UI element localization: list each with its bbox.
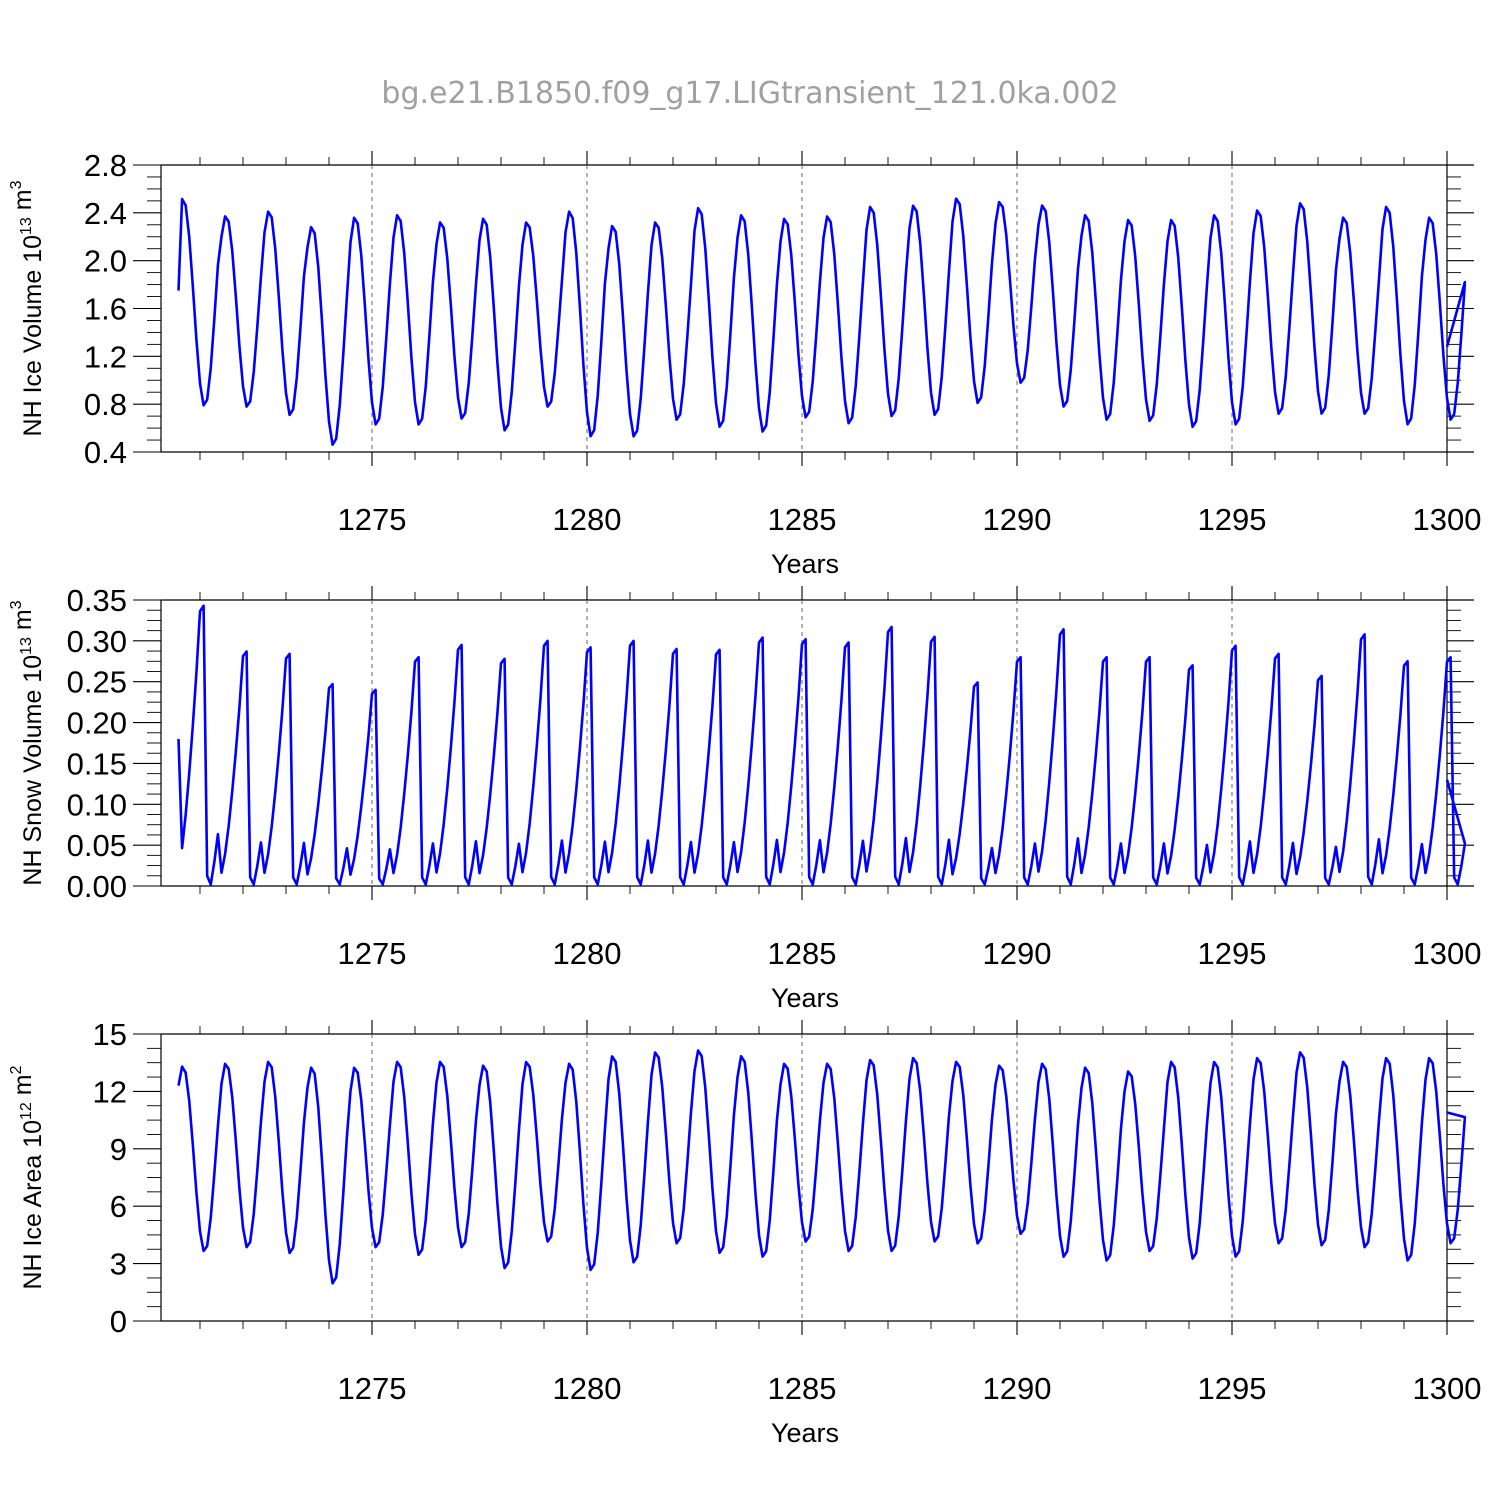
x-tick-label: 1295 [1198,502,1267,537]
y-tick-label: 15 [93,1017,127,1052]
x-tick-label: 1275 [338,1371,407,1406]
x-tick-label: 1290 [983,502,1052,537]
panel-snow-volume: 1275 1280 1285 1290 1295 1300 Years 0.00 0.05 0.1… [8,583,1481,1013]
x-tick-label: 1275 [338,936,407,971]
x-axis-label: Years [771,1418,839,1448]
y-tick-label: 3 [110,1247,127,1282]
y-axis-label: NH Snow Volume 1013 m3 [8,600,47,885]
x-tick-label: 1295 [1198,936,1267,971]
panel-ice-area: 1275 1280 1285 1290 1295 1300 Years 0 3 6 9 12 15 NH … [8,1017,1481,1448]
y-axis-label: NH Ice Volume 1013 m3 [8,180,47,436]
y-tick-label: 0.15 [67,746,127,781]
y-tick-label: 0 [110,1304,127,1339]
y-tick-label: 6 [110,1189,127,1224]
series-line [177,197,1467,446]
y-tick-label: 0.35 [67,583,127,618]
y-tick-label: 0.00 [67,869,127,904]
y-tick-label: 12 [93,1074,127,1109]
x-tick-label: 1290 [983,1371,1052,1406]
y-tick-label: 0.30 [67,624,127,659]
y-tick-label: 2.4 [84,196,127,231]
x-tick-label: 1280 [553,1371,622,1406]
y-tick-label: 2.8 [84,148,127,183]
x-tick-label: 1280 [553,936,622,971]
x-tick-label: 1295 [1198,1371,1267,1406]
x-axis-label: Years [771,549,839,579]
y-tick-label: 0.05 [67,828,127,863]
x-tick-label: 1285 [768,1371,837,1406]
x-tick-label: 1280 [553,502,622,537]
y-tick-label: 0.8 [84,387,127,422]
x-tick-label: 1285 [768,936,837,971]
y-tick-label: 0.20 [67,706,127,741]
chart-title: bg.e21.B1850.f09_g17.LIGtransient_121.0k… [381,76,1118,111]
x-tick-label: 1300 [1413,1371,1482,1406]
y-axis-label: NH Ice Area 1012 m2 [8,1065,47,1289]
series-line [177,1049,1467,1285]
y-tick-label: 9 [110,1132,127,1167]
x-tick-label: 1300 [1413,936,1482,971]
x-tick-label: 1285 [768,502,837,537]
y-tick-label: 0.10 [67,787,127,822]
y-tick-label: 0.25 [67,665,127,700]
x-axis-label: Years [771,983,839,1013]
panel-ice-volume: 1275 1280 1285 1290 1295 1300 Years 0.4 0.8 1.2 1.… [8,148,1481,579]
x-tick-label: 1290 [983,936,1052,971]
y-tick-label: 0.4 [84,435,127,470]
series-line [177,604,1467,886]
x-tick-label: 1275 [338,502,407,537]
y-tick-label: 2.0 [84,244,127,279]
y-tick-label: 1.6 [84,292,127,327]
y-tick-label: 1.2 [84,339,127,374]
x-tick-label: 1300 [1413,502,1482,537]
